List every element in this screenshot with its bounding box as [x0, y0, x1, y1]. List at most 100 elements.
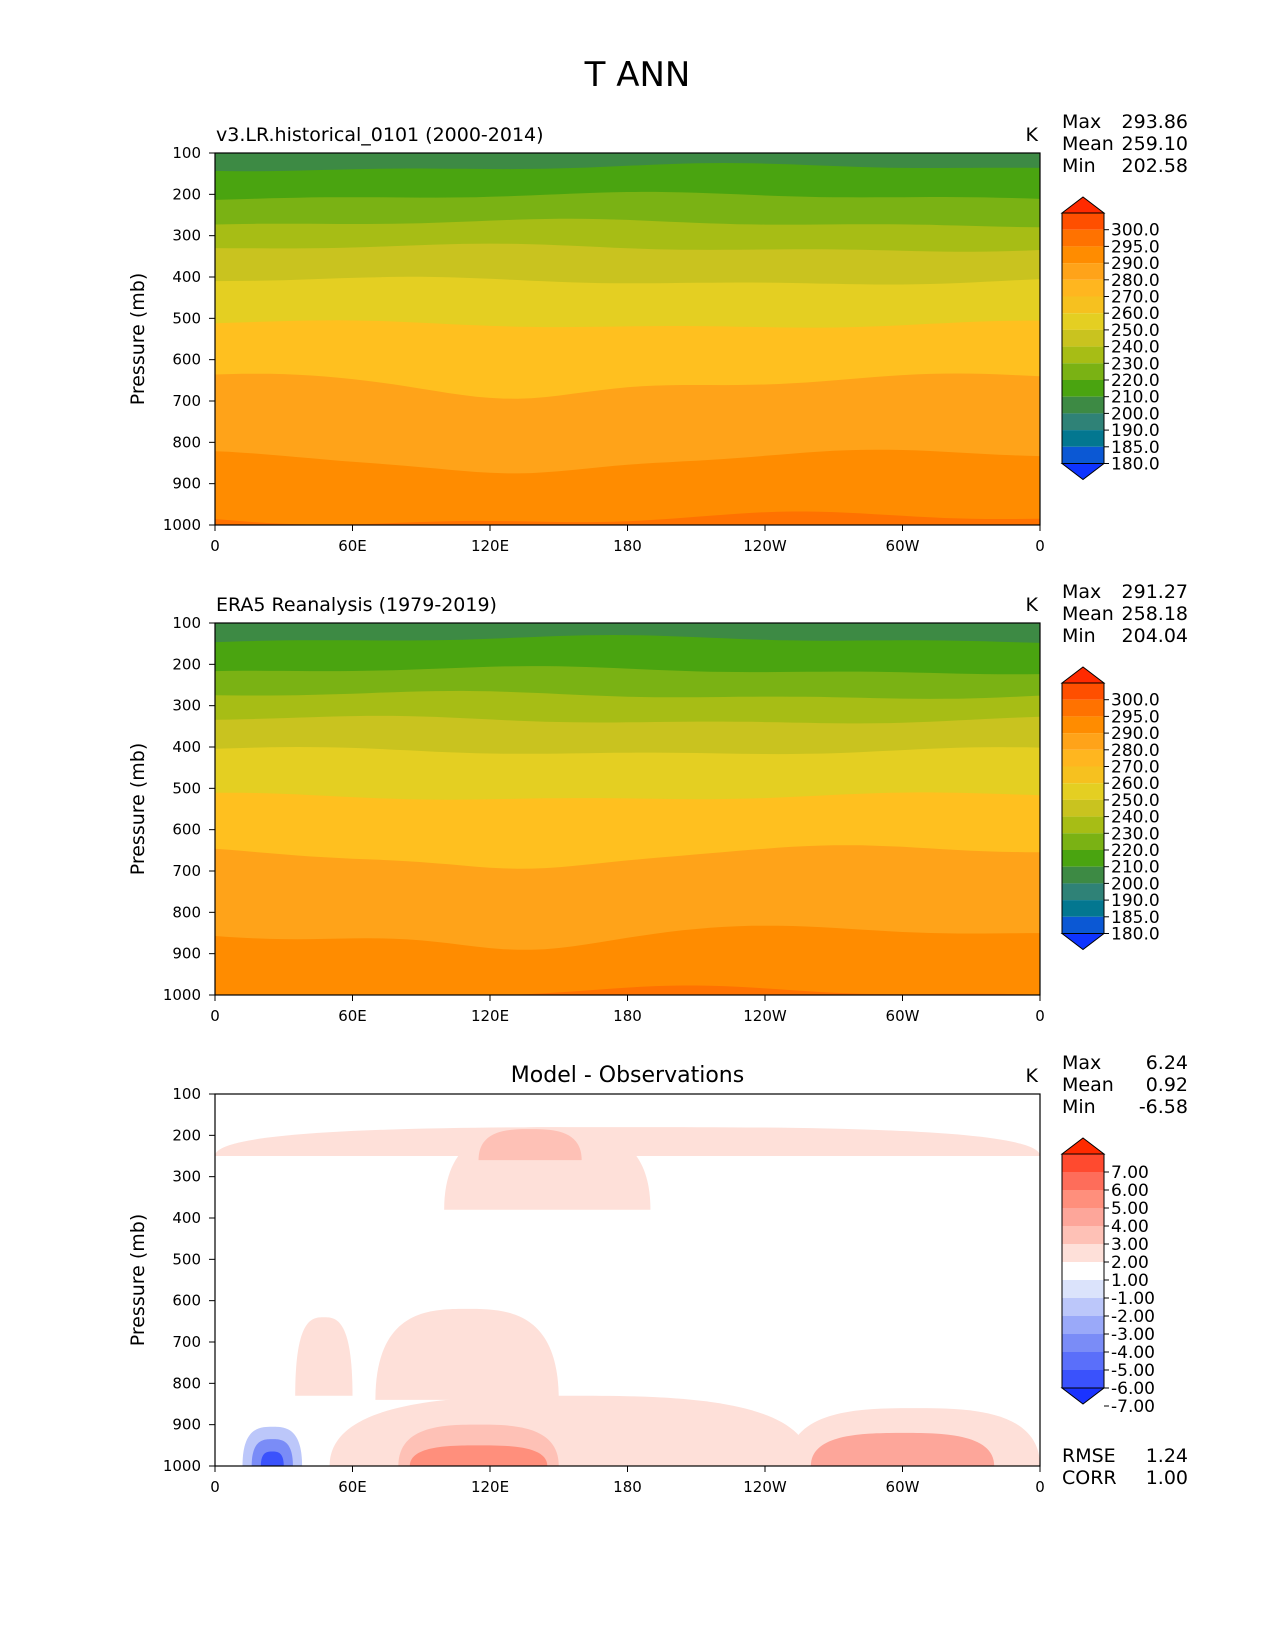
colorbar-segment: [1062, 799, 1104, 817]
colorbar-segment: [1062, 229, 1104, 247]
x-tick-label: 120W: [743, 1478, 787, 1496]
colorbar-tick-label: 295.0: [1111, 707, 1160, 727]
stat-label: Min: [1062, 1096, 1096, 1118]
colorbar-tick-label: 230.0: [1111, 824, 1160, 844]
y-tick-label: 1000: [163, 516, 201, 534]
stat-label: Max: [1062, 581, 1101, 603]
colorbar-segment: [1062, 850, 1104, 867]
y-tick-label: 500: [172, 1250, 201, 1268]
colorbar-segment: [1062, 1244, 1104, 1262]
x-tick-label: 180: [613, 1007, 642, 1025]
colorbar-segment: [1062, 1298, 1104, 1316]
colorbar-tick-label: -4.00: [1111, 1343, 1155, 1363]
colorbar-tick-label: 240.0: [1111, 338, 1160, 358]
colorbar-tick-label: 220.0: [1111, 371, 1160, 391]
x-tick-label: 60W: [886, 537, 920, 555]
y-axis-label: Pressure (mb): [127, 743, 149, 876]
x-tick-label: 120E: [471, 1007, 509, 1025]
x-tick-label: 120W: [743, 1007, 787, 1025]
stat-label: Mean: [1062, 1074, 1114, 1096]
colorbar-segment: [1062, 1316, 1104, 1334]
y-tick-label: 400: [172, 268, 201, 286]
colorbar-segment: [1062, 900, 1104, 917]
y-tick-label: 200: [172, 655, 201, 673]
colorbar-segment: [1062, 1154, 1104, 1172]
contour-blob: [810, 1432, 995, 1466]
contour-blob: [409, 1445, 548, 1466]
colorbar-tick-label: 200.0: [1111, 874, 1160, 894]
colorbar-tick-label: 290.0: [1111, 724, 1160, 744]
colorbar-segment: [1062, 1262, 1104, 1280]
colorbar-segment: [1062, 883, 1104, 901]
y-tick-label: 300: [172, 1168, 201, 1186]
colorbar-tick-label: 180.0: [1111, 455, 1160, 475]
stat-label: Min: [1062, 155, 1096, 177]
units-label: K: [1026, 124, 1039, 146]
colorbar-tick-label: 270.0: [1111, 288, 1160, 308]
y-tick-label: 300: [172, 697, 201, 715]
stat-label: Min: [1062, 625, 1096, 647]
y-tick-label: 100: [172, 144, 201, 162]
x-tick-label: 180: [613, 537, 642, 555]
x-tick-label: 60E: [338, 537, 367, 555]
y-tick-label: 600: [172, 1292, 201, 1310]
x-tick-label: 0: [1035, 537, 1045, 555]
panel-title: v3.LR.historical_0101 (2000-2014): [216, 124, 544, 146]
colorbar-segment: [1062, 683, 1104, 700]
colorbar-tick-label: 280.0: [1111, 271, 1160, 291]
y-tick-label: 900: [172, 475, 201, 493]
colorbar-segment: [1062, 1172, 1104, 1190]
contour-band: [215, 985, 1040, 995]
x-tick-label: 60E: [338, 1007, 367, 1025]
stat-value: 1.24: [1146, 1445, 1188, 1467]
stat-label: Mean: [1062, 133, 1114, 155]
stat-value: 293.86: [1122, 111, 1188, 133]
y-tick-label: 400: [172, 738, 201, 756]
colorbar-tick-label: 190.0: [1111, 891, 1160, 911]
y-tick-label: 700: [172, 1333, 201, 1351]
colorbar-segment: [1062, 296, 1104, 314]
colorbar-tick-label: 210.0: [1111, 858, 1160, 878]
colorbar-tick-label: 210.0: [1111, 388, 1160, 408]
colorbar-tick-label: 180.0: [1111, 925, 1160, 945]
y-tick-label: 100: [172, 614, 201, 632]
x-tick-label: 120E: [471, 1478, 509, 1496]
colorbar-segment: [1062, 816, 1104, 834]
panel-model: 100 200 300 400 500 600 700 800 900 1000 0 60E 120E 1…: [127, 111, 1188, 555]
colorbar-tick-label: 290.0: [1111, 254, 1160, 274]
x-tick-label: 180: [613, 1478, 642, 1496]
colorbar-segment: [1062, 1334, 1104, 1352]
colorbar-segment: [1062, 749, 1104, 767]
x-tick-label: 0: [210, 537, 220, 555]
colorbar-tick-label: -3.00: [1111, 1325, 1155, 1345]
y-tick-label: 400: [172, 1209, 201, 1227]
y-tick-label: 900: [172, 945, 201, 963]
colorbar-segment: [1062, 699, 1104, 717]
colorbar-tick-label: 250.0: [1111, 321, 1160, 341]
y-axis-label: Pressure (mb): [127, 273, 149, 406]
stat-value: 204.04: [1122, 625, 1188, 647]
x-tick-label: 60W: [886, 1478, 920, 1496]
stat-label: CORR: [1062, 1467, 1117, 1489]
stat-value: 291.27: [1122, 581, 1188, 603]
stat-value: 202.58: [1122, 155, 1188, 177]
colorbar-segment: [1062, 446, 1104, 464]
stat-value: 258.18: [1122, 603, 1188, 625]
stat-value: 6.24: [1146, 1052, 1188, 1074]
colorbar-tick-label: 4.00: [1111, 1217, 1149, 1237]
colorbar-segment: [1062, 783, 1104, 800]
colorbar-extend-bottom: [1060, 1387, 1106, 1405]
y-tick-label: 200: [172, 1126, 201, 1144]
colorbar-frame: [1061, 682, 1105, 934]
colorbar-segment: [1062, 716, 1104, 734]
colorbar-segment: [1062, 766, 1104, 784]
stat-value: 259.10: [1122, 133, 1188, 155]
stat-label: Mean: [1062, 603, 1114, 625]
colorbar-tick-label: 250.0: [1111, 791, 1160, 811]
colorbar-tick-label: 260.0: [1111, 304, 1160, 324]
x-tick-label: 120E: [471, 537, 509, 555]
colorbar-tick-label: -7.00: [1111, 1397, 1155, 1417]
panel-observations: 100 200 300 400 500 600 700 800 900 1000 0 60E 120E 1…: [127, 581, 1188, 1025]
colorbar-segment: [1062, 1280, 1104, 1298]
stat-value: 1.00: [1146, 1467, 1188, 1489]
